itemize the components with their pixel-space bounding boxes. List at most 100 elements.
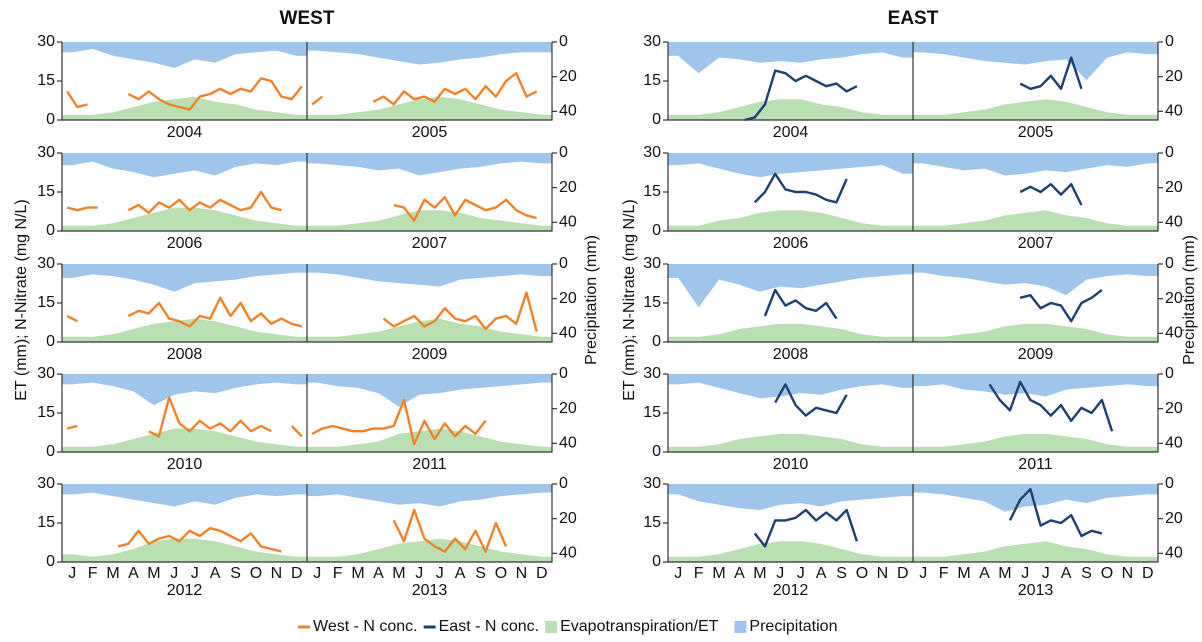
month-label: A	[128, 565, 139, 582]
month-label: M	[106, 565, 119, 582]
month-label: S	[1081, 565, 1092, 582]
month-label: J	[797, 565, 805, 582]
et-area	[668, 99, 913, 120]
y2-tick-label: 40	[1165, 214, 1183, 231]
y-tick-label: 30	[643, 33, 661, 50]
nitrate-line	[382, 291, 538, 332]
y-tick-label: 0	[46, 443, 55, 460]
y-tick-label: 0	[46, 333, 55, 350]
nitrate-line	[988, 380, 1114, 432]
month-label: A	[373, 565, 384, 582]
precipitation-area	[668, 42, 913, 74]
y2-tick-label: 0	[559, 475, 568, 492]
month-label: A	[816, 565, 827, 582]
year-label: 2013	[1018, 582, 1054, 599]
y2-tick-label: 0	[559, 255, 568, 272]
year-label: 2007	[1018, 235, 1054, 252]
et-area	[913, 99, 1158, 120]
y-tick-label: 15	[37, 183, 55, 200]
y-tick-label: 0	[652, 333, 661, 350]
et-area	[307, 96, 552, 120]
month-label: N	[516, 565, 528, 582]
y-tick-label: 0	[46, 222, 55, 239]
month-label: J	[1042, 565, 1050, 582]
et-area	[668, 541, 913, 562]
y-tick-label: 30	[37, 365, 55, 382]
et-area	[62, 428, 307, 452]
year-label: 2004	[167, 124, 203, 141]
month-label: A	[455, 565, 466, 582]
month-label: N	[877, 565, 889, 582]
year-label: 2009	[412, 346, 448, 363]
nitrate-line	[753, 508, 858, 548]
month-label: J	[170, 565, 178, 582]
month-label: F	[939, 565, 949, 582]
y2-tick-label: 40	[559, 214, 577, 231]
y-tick-label: 15	[37, 404, 55, 421]
y2-tick-label: 0	[1165, 144, 1174, 161]
precipitation-area	[307, 153, 552, 176]
year-label: 2010	[167, 456, 203, 473]
y2-tick-label: 20	[559, 400, 577, 417]
month-label: N	[1122, 565, 1134, 582]
month-label: M	[957, 565, 970, 582]
year-label: 2004	[773, 124, 809, 141]
et-area	[668, 210, 913, 231]
et-area	[913, 323, 1158, 342]
y-tick-label: 15	[37, 514, 55, 531]
y-tick-label: 0	[652, 553, 661, 570]
y2-tick-label: 40	[1165, 325, 1183, 342]
month-label: M	[712, 565, 725, 582]
month-label: O	[495, 565, 507, 582]
y2-tick-label: 40	[559, 545, 577, 562]
precipitation-area	[668, 484, 913, 510]
et-area	[913, 541, 1158, 562]
month-label: A	[210, 565, 221, 582]
legend-label: Precipitation	[749, 618, 837, 635]
precipitation-area	[62, 153, 307, 178]
precipitation-area	[668, 374, 913, 399]
y-tick-label: 15	[643, 404, 661, 421]
y-tick-label: 30	[37, 33, 55, 50]
month-label: F	[694, 565, 704, 582]
nitrate-line	[774, 383, 848, 417]
nitrate-line	[66, 396, 303, 438]
y2-tick-label: 20	[1165, 510, 1183, 527]
precipitation-area	[668, 264, 913, 308]
precipitation-area	[307, 484, 552, 507]
y-tick-label: 15	[643, 183, 661, 200]
y2-axis-label: Precipitation (mm)	[1181, 235, 1198, 365]
precipitation-area	[913, 484, 1158, 512]
y-tick-label: 15	[643, 294, 661, 311]
month-label: O	[856, 565, 868, 582]
month-label: M	[351, 565, 364, 582]
et-area	[62, 318, 307, 342]
y2-tick-label: 0	[1165, 475, 1174, 492]
y2-tick-label: 0	[559, 144, 568, 161]
month-label: M	[753, 565, 766, 582]
month-label: J	[191, 565, 199, 582]
y-tick-label: 0	[652, 222, 661, 239]
y-tick-label: 30	[643, 475, 661, 492]
year-label: 2006	[773, 235, 809, 252]
et-area	[62, 538, 307, 562]
y-tick-label: 0	[652, 443, 661, 460]
et-area	[668, 323, 913, 342]
month-label: A	[734, 565, 745, 582]
year-label: 2005	[1018, 124, 1054, 141]
y-tick-label: 30	[643, 144, 661, 161]
nitrate-line	[66, 296, 303, 328]
y2-tick-label: 40	[1165, 435, 1183, 452]
y2-tick-label: 20	[559, 510, 577, 527]
nitrate-line	[66, 190, 282, 214]
y2-tick-label: 0	[559, 365, 568, 382]
et-area	[913, 433, 1158, 452]
y2-tick-label: 20	[1165, 179, 1183, 196]
precipitation-area	[62, 42, 307, 68]
y2-tick-label: 20	[559, 290, 577, 307]
precipitation-area	[62, 264, 307, 292]
y-tick-label: 15	[643, 72, 661, 89]
y2-tick-label: 20	[559, 179, 577, 196]
precipitation-area	[307, 374, 552, 407]
legend-label: East - N conc.	[439, 618, 539, 635]
